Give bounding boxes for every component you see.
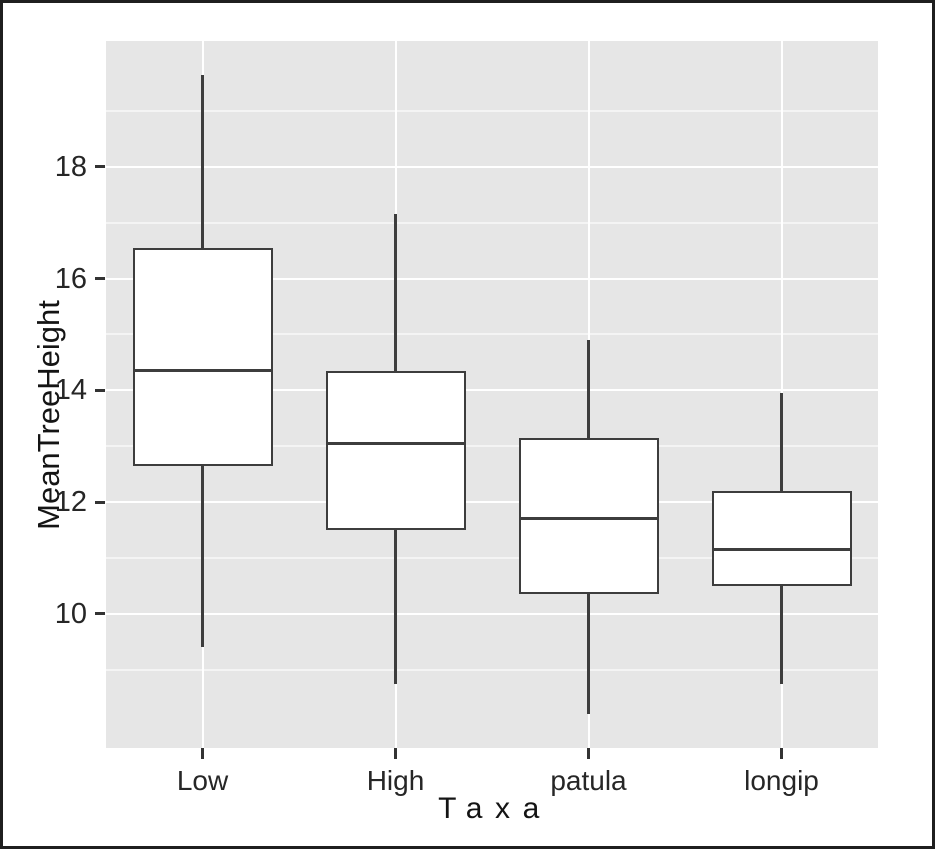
- gridline-minor-horizontal: [106, 221, 878, 224]
- gridline-minor-horizontal: [106, 556, 878, 559]
- y-tick-mark: [95, 277, 105, 281]
- boxplot-box: [325, 370, 466, 531]
- boxplot-box: [132, 247, 273, 466]
- x-tick-label: longip: [744, 765, 819, 796]
- gridline-minor-horizontal: [106, 668, 878, 671]
- y-tick-label: 14: [54, 374, 87, 407]
- gridline-minor-horizontal: [106, 445, 878, 448]
- x-tick-label: patula: [550, 765, 627, 796]
- x-tick-label: Low: [176, 765, 229, 796]
- gridline-major-horizontal: [106, 612, 878, 615]
- x-tick-label: High: [366, 765, 425, 796]
- gridline-major-horizontal: [106, 389, 878, 392]
- gridline-major-horizontal: [106, 501, 878, 504]
- y-tick-label: 12: [54, 486, 87, 519]
- gridline-minor-horizontal: [106, 109, 878, 112]
- x-tick-mark: [587, 748, 590, 759]
- y-tick-label: 16: [54, 262, 87, 295]
- median-line: [711, 548, 852, 552]
- x-tick-mark: [394, 748, 397, 759]
- x-axis-title: Taxa: [438, 792, 552, 825]
- median-line: [132, 369, 273, 373]
- x-tick-mark: [201, 748, 204, 759]
- gridline-major-horizontal: [106, 165, 878, 168]
- gridline-minor-horizontal: [106, 333, 878, 336]
- y-tick-label: 18: [54, 150, 87, 183]
- median-line: [518, 517, 659, 521]
- y-tick-mark: [95, 612, 105, 616]
- y-tick-mark: [95, 165, 105, 169]
- x-tick-mark: [780, 748, 783, 759]
- gridline-major-horizontal: [106, 277, 878, 280]
- y-tick-mark: [95, 500, 105, 504]
- y-tick-mark: [95, 388, 105, 392]
- y-tick-label: 10: [54, 597, 87, 630]
- boxplot-box: [518, 437, 659, 595]
- boxplot-box: [711, 490, 852, 586]
- median-line: [325, 441, 466, 445]
